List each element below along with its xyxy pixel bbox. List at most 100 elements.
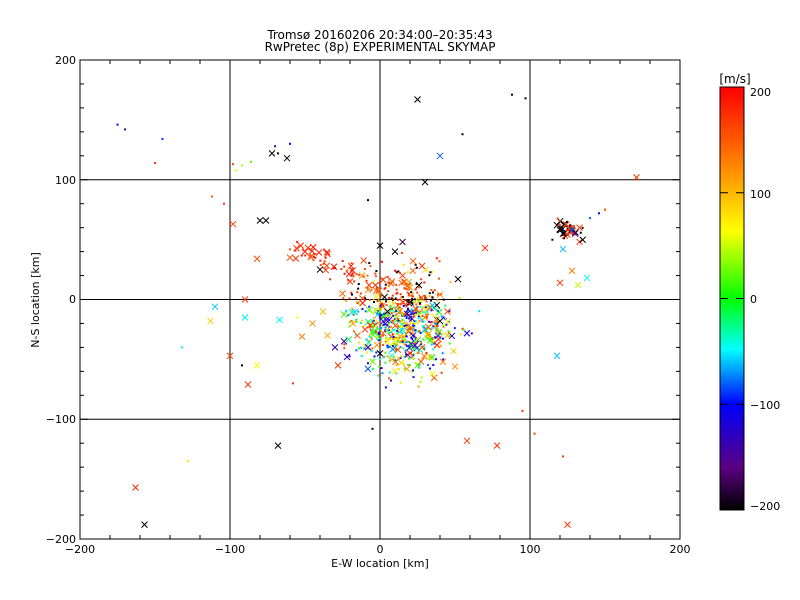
data-point-dot xyxy=(365,338,368,341)
data-point-dot xyxy=(386,346,389,349)
data-point-dot xyxy=(277,152,279,155)
data-point-dot xyxy=(368,335,371,338)
data-point-cross xyxy=(424,331,432,338)
data-point-dot xyxy=(431,291,434,294)
data-point-dot xyxy=(421,315,424,318)
data-point-dot xyxy=(442,325,445,328)
data-point-dot xyxy=(422,325,425,328)
data-point-dot xyxy=(340,268,343,271)
data-point-dot xyxy=(426,307,429,310)
data-point-cross xyxy=(403,365,411,373)
data-point-dot xyxy=(375,336,378,339)
data-point-dot xyxy=(341,260,344,263)
data-point-dot xyxy=(322,248,325,251)
data-point-cross xyxy=(241,314,249,321)
data-point-dot xyxy=(434,322,437,325)
data-point-dot xyxy=(430,289,433,292)
data-point-dot xyxy=(385,336,388,339)
data-point-cross xyxy=(349,267,356,274)
data-point-dot xyxy=(438,260,441,263)
data-point-dot xyxy=(372,319,375,322)
data-point-dot xyxy=(399,340,402,343)
data-point-cross xyxy=(414,96,421,103)
data-point-dot xyxy=(406,271,409,274)
data-point-cross xyxy=(559,245,567,253)
data-point-dot xyxy=(359,292,362,295)
data-point-dot xyxy=(241,364,243,367)
data-point-dot xyxy=(568,229,571,232)
data-point-cross xyxy=(426,336,434,344)
data-point-cross xyxy=(241,296,249,303)
data-point-dot xyxy=(445,323,448,326)
data-point-dot xyxy=(388,345,391,348)
data-point-cross xyxy=(379,318,387,325)
data-point-dot xyxy=(458,297,461,300)
data-point-dot xyxy=(360,346,363,349)
data-point-dot xyxy=(356,301,359,304)
data-point-dot xyxy=(442,316,445,319)
data-point-cross xyxy=(373,341,381,349)
data-point-dot xyxy=(381,324,384,327)
data-point-dot xyxy=(395,288,398,291)
colorbar-ticks xyxy=(720,86,744,511)
data-point-dot xyxy=(438,332,441,335)
data-point-dot xyxy=(556,217,559,220)
data-point-dot xyxy=(412,315,415,318)
data-point-dot xyxy=(343,343,346,346)
data-point-dot xyxy=(423,281,426,284)
data-point-dot xyxy=(428,274,431,277)
data-point-dot xyxy=(415,308,418,311)
data-point-dot xyxy=(391,299,394,302)
y-tick-label-1: −100 xyxy=(46,413,76,426)
data-point-dot xyxy=(388,371,391,374)
data-point-dot xyxy=(368,298,371,301)
data-point-dot xyxy=(368,262,371,265)
data-point-dot xyxy=(408,302,411,305)
y-tick-label-0: −200 xyxy=(46,533,76,546)
data-point-dot xyxy=(404,331,407,334)
data-point-cross xyxy=(322,266,330,274)
data-point-dot xyxy=(348,355,351,358)
data-point-dot xyxy=(418,363,421,366)
data-point-dot xyxy=(351,267,354,270)
data-point-dot xyxy=(402,313,405,316)
data-point-dot xyxy=(367,340,370,343)
data-point-dot xyxy=(382,305,385,308)
data-point-dot xyxy=(449,335,452,338)
data-point-dot xyxy=(391,303,394,306)
data-point-dot xyxy=(409,318,412,321)
data-point-dot xyxy=(410,308,413,311)
data-point-dot xyxy=(422,356,425,359)
data-point-dot xyxy=(408,364,411,367)
data-point-dot xyxy=(414,329,417,332)
data-point-dot xyxy=(416,322,419,325)
data-point-cross xyxy=(463,329,471,337)
data-point-dot xyxy=(408,329,411,332)
x-tick-label-0: −200 xyxy=(65,543,95,556)
data-point-cross xyxy=(406,350,414,357)
data-point-dot xyxy=(400,298,403,301)
data-point-dot xyxy=(436,321,439,324)
data-point-dot xyxy=(384,326,387,329)
data-point-dot xyxy=(411,292,414,295)
data-point-dot xyxy=(154,161,156,164)
data-point-dot xyxy=(418,312,421,315)
data-point-cross xyxy=(454,275,462,283)
data-point-dot xyxy=(399,357,402,360)
data-point-dot xyxy=(357,282,360,285)
data-point-cross xyxy=(307,253,315,261)
data-point-dot xyxy=(319,263,322,266)
data-point-dot xyxy=(435,316,438,319)
data-point-dot xyxy=(447,331,450,334)
data-point-cross xyxy=(253,255,261,263)
data-point-dot xyxy=(412,354,415,357)
data-point-dot xyxy=(371,367,374,370)
data-point-dot xyxy=(355,349,358,352)
data-point-dot xyxy=(371,427,374,430)
data-point-dot xyxy=(304,254,307,257)
data-point-dot xyxy=(413,312,416,315)
data-point-dot xyxy=(364,297,367,300)
data-point-dot xyxy=(411,295,414,298)
data-point-dot xyxy=(427,364,430,367)
data-point-cross xyxy=(348,308,356,316)
